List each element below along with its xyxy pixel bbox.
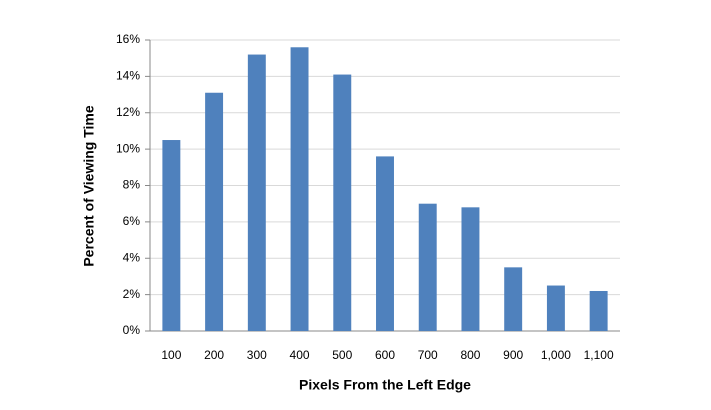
- bar: [247, 54, 266, 332]
- x-tick-label: 100: [161, 348, 181, 362]
- bar: [290, 47, 309, 332]
- y-tick-label: 14%: [116, 69, 140, 83]
- y-tick-label: 8%: [123, 178, 141, 192]
- y-tick-label: 16%: [116, 32, 140, 46]
- x-tick-label: 1,100: [584, 348, 614, 362]
- x-tick-label: 700: [418, 348, 438, 362]
- x-tick-label: 900: [503, 348, 523, 362]
- x-tick-label: 400: [290, 348, 310, 362]
- bar: [333, 74, 352, 332]
- y-tick-label: 2%: [123, 287, 141, 301]
- x-tick-label: 500: [332, 348, 352, 362]
- y-axis-title: Percent of Viewing Time: [81, 105, 97, 267]
- y-tick-label: 0%: [123, 323, 141, 337]
- x-axis-title: Pixels From the Left Edge: [299, 377, 471, 393]
- bar: [376, 156, 394, 331]
- y-tick-label: 4%: [123, 250, 141, 264]
- bar: [546, 285, 565, 331]
- x-tick-label: 300: [247, 348, 267, 362]
- x-tick-label: 600: [375, 348, 395, 362]
- bar: [461, 207, 480, 331]
- bar: [589, 290, 608, 331]
- bar: [205, 92, 224, 332]
- x-tick-label: 1,000: [541, 348, 571, 362]
- x-tick-label: 800: [460, 348, 480, 362]
- y-tick-label: 6%: [123, 214, 141, 228]
- x-tick-label: 200: [204, 348, 224, 362]
- bar: [504, 267, 523, 331]
- bar: [162, 140, 181, 331]
- y-tick-label: 10%: [116, 141, 140, 155]
- y-tick-label: 12%: [116, 105, 140, 119]
- bar: [418, 203, 437, 331]
